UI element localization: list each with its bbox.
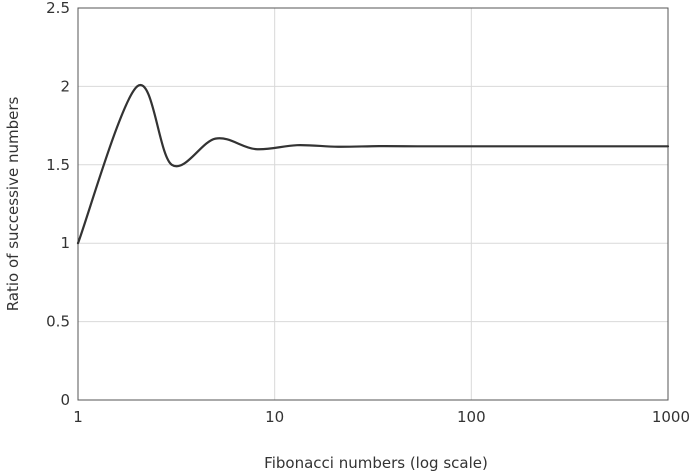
y-tick-label: 0 — [60, 391, 70, 409]
x-tick-label: 100 — [457, 408, 486, 426]
grid-lines — [77, 7, 669, 401]
tick-labels: 0 0.5 1 1.5 2 2.5 1 10 100 1000 — [46, 0, 690, 426]
y-tick-label: 0.5 — [46, 313, 70, 331]
y-axis-title: Ratio of successive numbers — [4, 97, 22, 312]
x-axis-title: Fibonacci numbers (log scale) — [264, 454, 488, 472]
x-tick-label: 10 — [265, 408, 284, 426]
series-line-ratio — [76, 83, 670, 245]
x-tick-label: 1 — [73, 408, 83, 426]
y-tick-label: 1 — [60, 234, 70, 252]
x-tick-label: 1000 — [652, 408, 690, 426]
y-tick-label: 1.5 — [46, 156, 70, 174]
y-tick-label: 2 — [60, 77, 70, 95]
y-tick-label: 2.5 — [46, 0, 70, 17]
plot-area-frame — [77, 7, 669, 401]
